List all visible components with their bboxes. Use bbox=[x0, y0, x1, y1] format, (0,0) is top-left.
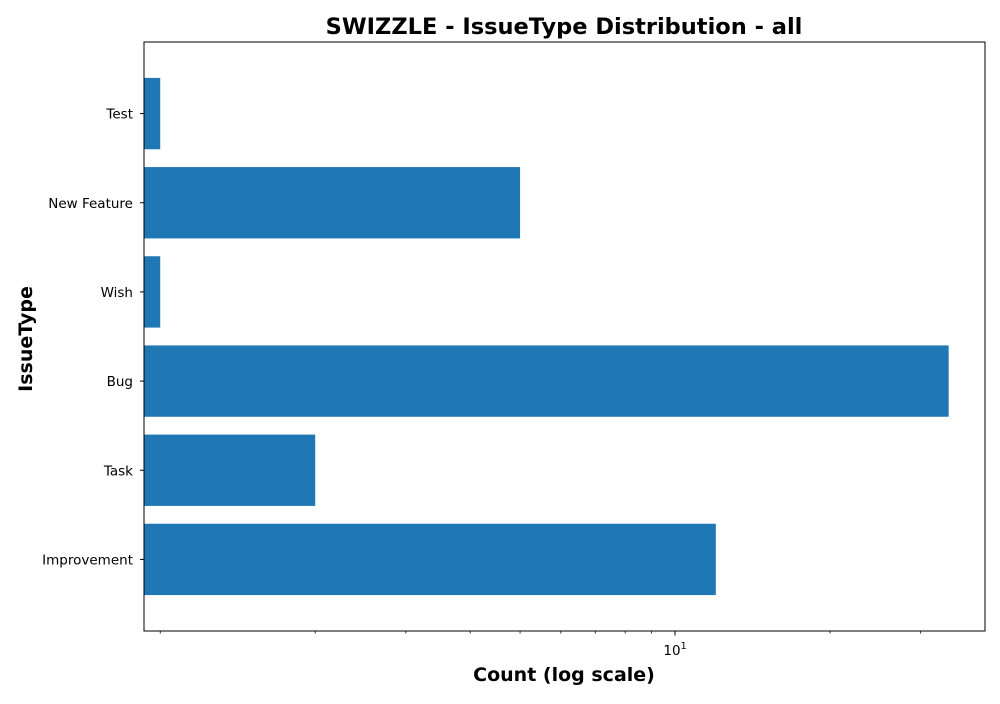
bars-group bbox=[144, 77, 949, 596]
y-axis-ticks: Improvement Task Bug Wish New Feature Test bbox=[42, 107, 144, 568]
y-tick-label-improvement: Improvement bbox=[42, 552, 133, 568]
y-tick-label-test: Test bbox=[105, 107, 133, 123]
y-axis-label: IssueType bbox=[15, 286, 37, 392]
y-tick-label-task: Task bbox=[103, 463, 133, 479]
x-tick-label-10: 101 bbox=[663, 641, 686, 659]
bar-task bbox=[144, 434, 316, 506]
bar-test bbox=[144, 77, 161, 150]
chart-title: SWIZZLE - IssueType Distribution - all bbox=[326, 14, 803, 40]
bar-improvement bbox=[144, 523, 716, 596]
y-tick-label-new-feature: New Feature bbox=[48, 196, 133, 212]
y-tick-label-bug: Bug bbox=[107, 374, 133, 390]
x-axis-label: Count (log scale) bbox=[473, 664, 655, 686]
bar-bug bbox=[144, 345, 949, 417]
plot-frame bbox=[143, 41, 986, 632]
bar-new-feature bbox=[144, 167, 521, 239]
x-axis-ticks: 101 bbox=[159, 631, 922, 659]
bar-wish bbox=[144, 256, 161, 328]
y-tick-label-wish: Wish bbox=[101, 285, 133, 301]
